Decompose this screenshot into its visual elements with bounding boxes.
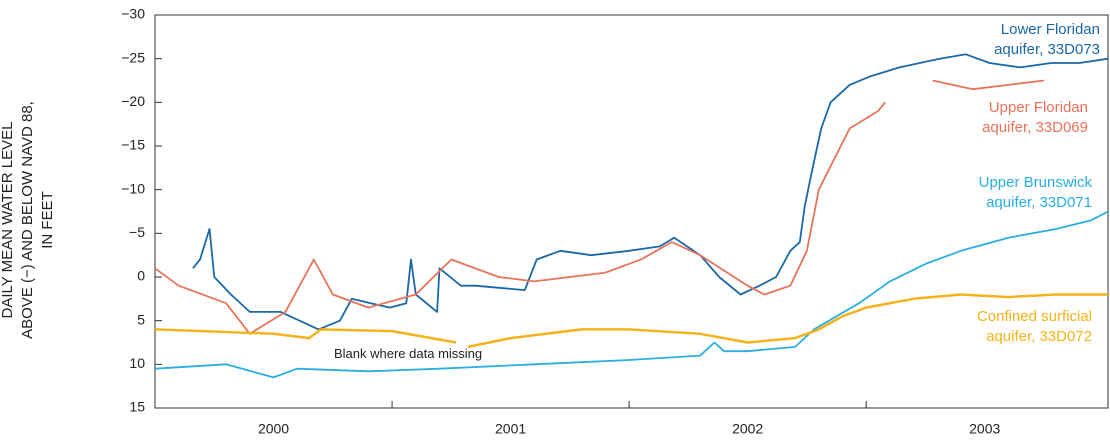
- legend-label: Confined surficial aquifer, 33D072: [976, 308, 1092, 345]
- x-tick-label: 2003: [969, 421, 1000, 437]
- legend-label: Lower Floridan aquifer, 33D073: [994, 21, 1100, 58]
- y-tick-label: −10: [121, 180, 145, 196]
- y-tick-label: 15: [129, 399, 145, 415]
- x-tick-label: 2002: [732, 421, 763, 437]
- series-line: [154, 79, 1045, 335]
- y-tick-label: −15: [121, 137, 145, 153]
- plot-frame: [154, 14, 1109, 409]
- legend-label: Upper Floridan aquifer, 33D069: [982, 99, 1088, 136]
- y-tick-label: 5: [137, 311, 145, 327]
- legend-label: Upper Brunswick aquifer, 33D071: [978, 174, 1092, 211]
- x-tick-label: 2000: [258, 421, 289, 437]
- y-tick-label: −5: [129, 224, 145, 240]
- y-tick-label: −20: [121, 93, 145, 109]
- series-line: [154, 293, 1108, 349]
- series-line: [154, 210, 1109, 379]
- y-axis-label: DAILY MEAN WATER LEVEL ABOVE (−) AND BEL…: [0, 101, 56, 339]
- series-line: [192, 53, 1109, 331]
- x-tick-label: 2001: [495, 421, 526, 437]
- y-tick-label: 0: [137, 268, 145, 284]
- annotation: Blank where data missing: [334, 346, 483, 361]
- y-tick-label: −30: [121, 6, 145, 22]
- y-tick-label: −25: [121, 49, 145, 65]
- y-tick-label: 10: [129, 355, 145, 371]
